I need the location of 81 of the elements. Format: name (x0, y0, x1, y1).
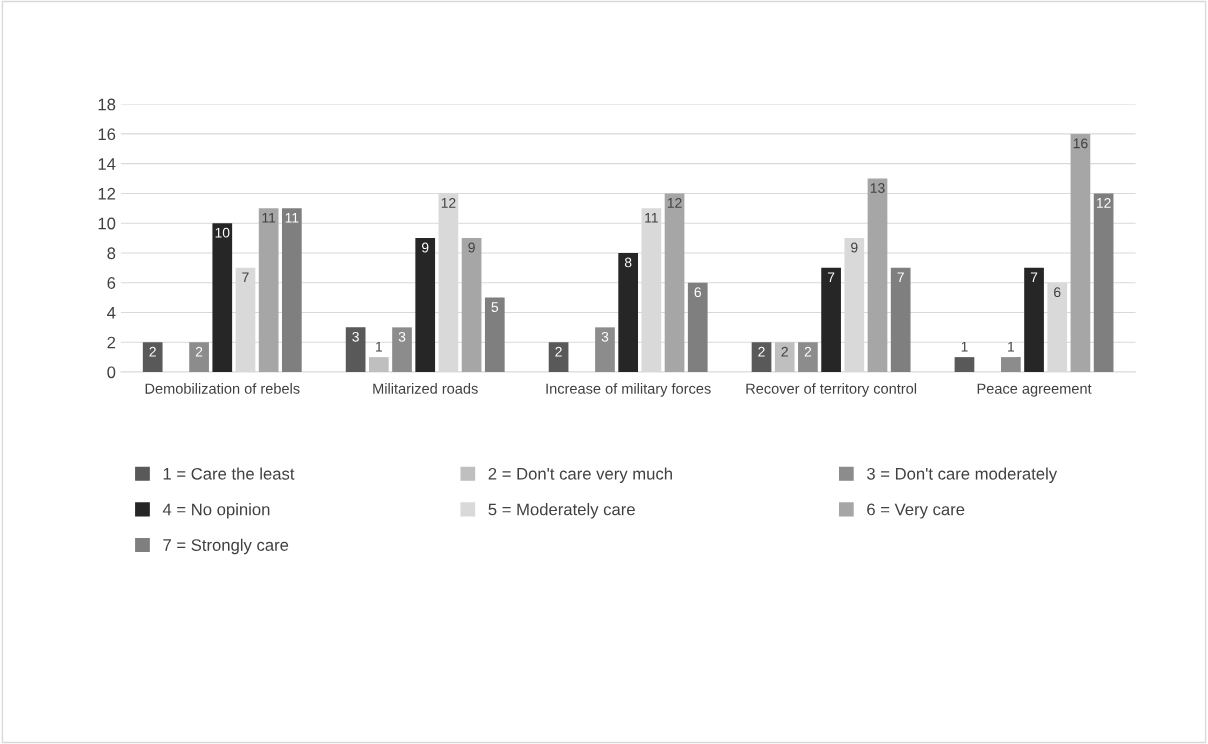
bar (1093, 193, 1114, 372)
data-label: 2 (804, 346, 812, 357)
y-tick-label: 14 (98, 158, 116, 170)
data-label: 1 (961, 341, 968, 352)
y-tick-label: 8 (107, 247, 116, 260)
data-label: 7 (827, 272, 835, 283)
x-tick-label: Demobilization of rebels (145, 383, 300, 394)
data-label: 2 (555, 346, 562, 357)
data-label: 7 (897, 272, 904, 283)
data-label: 2 (781, 346, 788, 357)
y-tick-label: 6 (107, 277, 116, 289)
bar (258, 208, 279, 372)
bar (189, 342, 209, 372)
bar (212, 223, 233, 372)
data-label: 2 (149, 346, 156, 357)
data-label: 10 (215, 227, 230, 238)
data-label: 1 (1008, 341, 1015, 352)
bar (415, 238, 436, 372)
legend-label: 1 = Care the least (163, 467, 295, 480)
data-label: 3 (352, 331, 359, 342)
data-label: 12 (667, 197, 682, 208)
data-label: 9 (851, 242, 858, 253)
bar (595, 327, 615, 372)
bar (1070, 133, 1091, 372)
data-label: 9 (468, 242, 475, 253)
bar (774, 342, 795, 372)
bar (1024, 267, 1044, 372)
bar (867, 178, 888, 372)
x-tick-label: Recover of territory control (746, 383, 917, 397)
x-tick-label: Militarized roads (373, 383, 478, 394)
bar (618, 252, 639, 372)
data-label: 3 (398, 331, 406, 342)
bar (345, 327, 366, 372)
x-tick-label: Increase of military forces (546, 383, 711, 397)
y-tick-label: 18 (98, 98, 116, 111)
bar (484, 297, 505, 372)
data-label: 3 (601, 331, 609, 342)
bar (461, 238, 482, 372)
data-label: 16 (1073, 138, 1088, 149)
y-tick-label: 12 (98, 187, 116, 200)
bar (368, 357, 389, 372)
data-label: 7 (1030, 272, 1038, 283)
data-label: 6 (1054, 287, 1061, 298)
bar (821, 267, 841, 372)
data-label: 11 (645, 213, 658, 223)
legend-label: 5 = Moderately care (488, 503, 635, 519)
y-tick-label: 16 (98, 128, 116, 141)
bar (890, 267, 911, 372)
data-label: 7 (242, 272, 249, 283)
legend-label: 7 = Strongly care (163, 538, 289, 555)
bar (282, 208, 302, 372)
data-label: 9 (422, 242, 429, 253)
legend-label: 2 = Don't care very much (488, 467, 672, 483)
legend-label: 4 = No opinion (162, 503, 270, 519)
y-tick-label: 0 (107, 366, 116, 379)
bar (798, 342, 818, 372)
data-label: 6 (694, 287, 701, 298)
data-label: 5 (491, 302, 499, 312)
data-label: 12 (1096, 197, 1111, 208)
legend-label: 3 = Don't care moderately (866, 467, 1058, 483)
data-label: 12 (441, 197, 456, 208)
y-tick-label: 4 (107, 307, 116, 319)
data-label: 8 (624, 257, 632, 268)
data-label: 2 (195, 346, 203, 357)
bar (1001, 357, 1021, 372)
bar (142, 342, 163, 372)
bar (664, 193, 685, 372)
data-label: 13 (870, 183, 885, 193)
data-label: 1 (376, 341, 383, 352)
data-label: 2 (758, 346, 765, 357)
bar (548, 342, 569, 372)
bar (751, 342, 772, 372)
data-label: 11 (262, 213, 276, 223)
bar (392, 327, 412, 372)
bar (687, 282, 708, 372)
y-tick-label: 2 (107, 336, 116, 349)
legend-label: 6 = Very care (867, 503, 965, 519)
x-tick-label: Peace agreement (977, 383, 1092, 397)
data-label: 11 (285, 213, 299, 223)
bar (954, 357, 975, 372)
y-tick-label: 10 (98, 217, 116, 230)
